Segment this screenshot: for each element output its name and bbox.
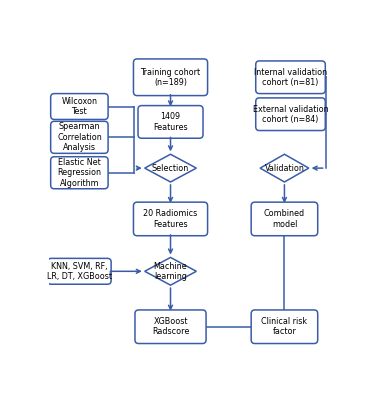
FancyBboxPatch shape bbox=[48, 258, 111, 284]
Text: Elastic Net
Regression
Algorithm: Elastic Net Regression Algorithm bbox=[57, 158, 102, 188]
FancyBboxPatch shape bbox=[51, 157, 108, 189]
FancyBboxPatch shape bbox=[51, 121, 108, 153]
Text: 1409
Features: 1409 Features bbox=[153, 112, 188, 132]
Text: XGBoost
Radscore: XGBoost Radscore bbox=[152, 317, 189, 336]
FancyBboxPatch shape bbox=[138, 106, 203, 138]
Text: Spearman
Correlation
Analysis: Spearman Correlation Analysis bbox=[57, 122, 102, 152]
Text: 20 Radiomics
Features: 20 Radiomics Features bbox=[143, 209, 198, 229]
Polygon shape bbox=[145, 258, 196, 285]
FancyBboxPatch shape bbox=[135, 310, 206, 344]
FancyBboxPatch shape bbox=[256, 98, 325, 130]
Polygon shape bbox=[260, 154, 309, 182]
FancyBboxPatch shape bbox=[51, 94, 108, 120]
FancyBboxPatch shape bbox=[133, 59, 208, 96]
FancyBboxPatch shape bbox=[133, 202, 208, 236]
Text: Validation: Validation bbox=[265, 164, 304, 173]
Text: Selection: Selection bbox=[152, 164, 189, 173]
Text: Machine
learning: Machine learning bbox=[154, 262, 187, 281]
FancyBboxPatch shape bbox=[256, 61, 325, 94]
Text: Training cohort
(n=189): Training cohort (n=189) bbox=[140, 68, 201, 87]
Text: Internal validation
cohort (n=81): Internal validation cohort (n=81) bbox=[254, 68, 327, 87]
Text: Wilcoxon
Test: Wilcoxon Test bbox=[62, 97, 97, 116]
FancyBboxPatch shape bbox=[251, 202, 318, 236]
FancyBboxPatch shape bbox=[251, 310, 318, 344]
Text: Combined
model: Combined model bbox=[264, 209, 305, 229]
Text: External validation
cohort (n=84): External validation cohort (n=84) bbox=[253, 104, 328, 124]
Polygon shape bbox=[145, 154, 196, 182]
Text: KNN, SVM, RF,
LR, DT, XGBoost: KNN, SVM, RF, LR, DT, XGBoost bbox=[47, 262, 112, 281]
Text: Clinical risk
factor: Clinical risk factor bbox=[261, 317, 307, 336]
